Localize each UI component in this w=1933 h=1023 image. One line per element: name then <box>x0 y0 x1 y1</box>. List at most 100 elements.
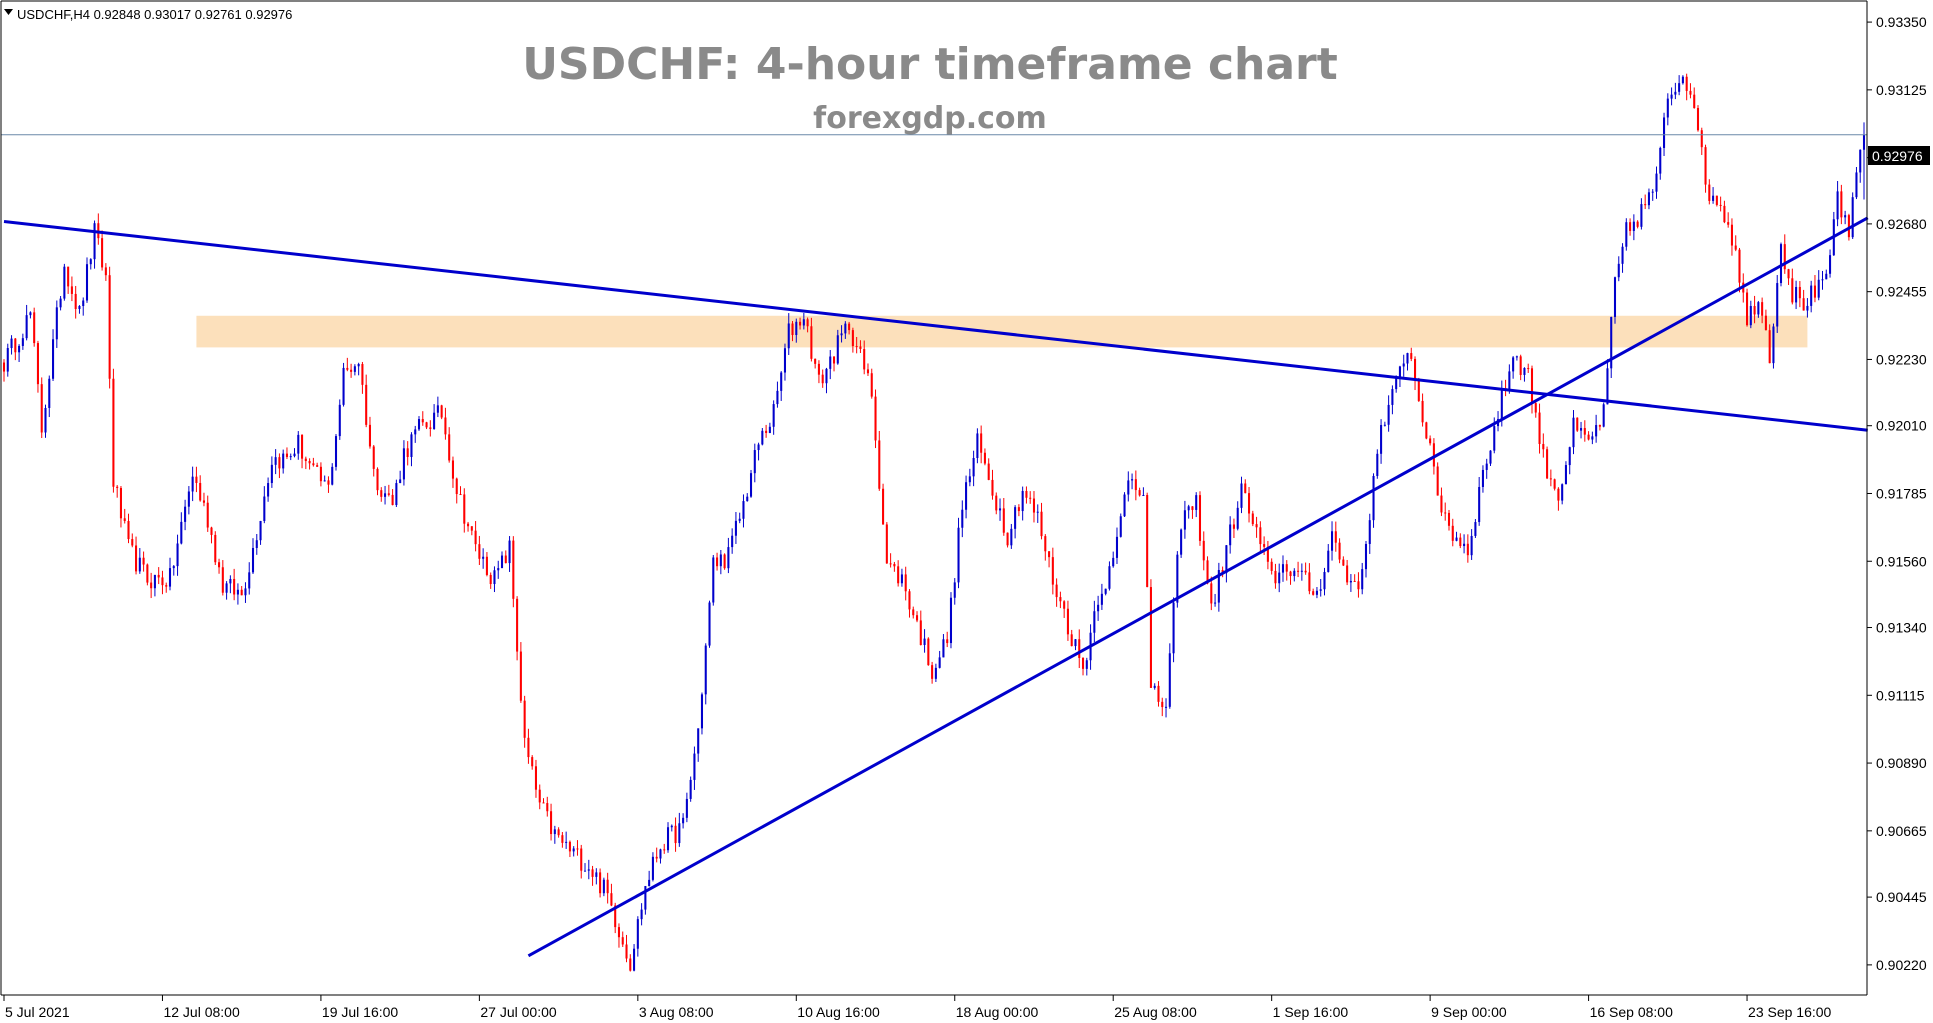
candle <box>199 475 202 502</box>
candle <box>131 533 134 548</box>
candle <box>1723 200 1726 224</box>
candle <box>1613 276 1617 324</box>
candle-body <box>568 841 571 852</box>
candle-body <box>519 651 522 701</box>
candle <box>1655 166 1658 199</box>
candle-body <box>350 369 353 372</box>
candle-body <box>1119 516 1122 537</box>
candle <box>1689 83 1692 99</box>
candle <box>1719 196 1722 212</box>
candle <box>1534 401 1537 418</box>
header-ohlc-text: USDCHF,H4 0.92848 0.93017 0.92761 0.9297… <box>17 7 292 22</box>
candle <box>399 470 402 484</box>
candle <box>942 634 945 658</box>
candle <box>82 297 85 316</box>
candle <box>500 551 504 569</box>
candle-body <box>25 315 28 339</box>
candle-body <box>1753 306 1756 315</box>
candle-body <box>1081 657 1085 669</box>
candle <box>648 870 651 887</box>
candle <box>1149 579 1152 688</box>
candle <box>210 526 213 544</box>
candle-body <box>1044 536 1047 552</box>
candle-body <box>251 547 255 573</box>
candle-body <box>101 238 104 268</box>
candle <box>587 859 590 880</box>
candle-body <box>783 348 787 373</box>
candle-body <box>157 574 160 578</box>
candle-body <box>840 333 843 336</box>
candle <box>1821 270 1824 290</box>
candle <box>104 263 107 281</box>
candle <box>1455 531 1458 542</box>
candle <box>289 453 292 461</box>
candle-body <box>1557 488 1560 501</box>
candle <box>666 822 670 853</box>
candle <box>583 863 587 872</box>
candle <box>334 434 338 471</box>
candle-body <box>776 390 779 405</box>
candle <box>21 333 24 350</box>
candle-body <box>127 520 130 540</box>
candle-body <box>900 574 903 584</box>
candle <box>161 570 164 595</box>
candle <box>1289 570 1292 585</box>
candle-body <box>116 486 119 488</box>
chart-subtitle: forexgdp.com <box>813 101 1047 136</box>
candle <box>542 798 545 804</box>
caret-down-icon[interactable] <box>4 9 13 15</box>
candle <box>531 755 534 770</box>
candle-body <box>1263 544 1266 547</box>
candle <box>165 582 168 593</box>
candle-body <box>919 620 922 645</box>
candle <box>674 817 677 852</box>
candle-body <box>1323 571 1326 590</box>
candle-body <box>957 527 960 583</box>
candle-body <box>1338 542 1341 560</box>
candle <box>482 548 485 569</box>
candle-body <box>866 369 870 374</box>
candle-body <box>753 450 756 474</box>
candle <box>516 596 519 661</box>
candle <box>353 364 356 376</box>
candle <box>1538 403 1541 454</box>
candle-body <box>417 419 421 430</box>
candle <box>202 492 205 507</box>
candle <box>1587 431 1590 441</box>
candle-body <box>874 396 877 441</box>
candle-body <box>138 557 141 572</box>
candle <box>1240 476 1243 514</box>
candle-body <box>421 419 424 423</box>
candle-body <box>780 372 783 391</box>
candle <box>1791 268 1794 305</box>
candle <box>1247 487 1251 523</box>
candle-body <box>67 266 70 287</box>
candle-body <box>1663 117 1666 148</box>
y-tick-label: 0.90445 <box>1876 889 1927 905</box>
candle <box>1274 563 1277 589</box>
candle <box>1259 521 1262 552</box>
candle <box>444 407 447 440</box>
candle <box>1862 122 1866 200</box>
candle <box>685 792 688 823</box>
candle <box>251 538 255 574</box>
candle-body <box>583 870 587 872</box>
resistance-zone <box>196 315 1808 348</box>
candle-body <box>1440 495 1443 513</box>
candle <box>248 562 251 595</box>
candle <box>123 508 126 524</box>
candle-body <box>697 728 700 754</box>
candle-body <box>1289 571 1292 577</box>
descending-trendline <box>3 219 1868 432</box>
x-tick-label: 16 Sep 08:00 <box>1590 1004 1674 1020</box>
candle <box>761 428 764 446</box>
candle-body <box>131 539 134 546</box>
candle-body <box>1810 285 1813 306</box>
candle-body <box>161 577 164 586</box>
candle <box>689 776 692 802</box>
candle <box>278 453 281 479</box>
candle <box>1598 424 1601 431</box>
candle <box>1357 572 1360 598</box>
candle-body <box>1508 371 1511 390</box>
candle-body <box>1644 204 1647 206</box>
